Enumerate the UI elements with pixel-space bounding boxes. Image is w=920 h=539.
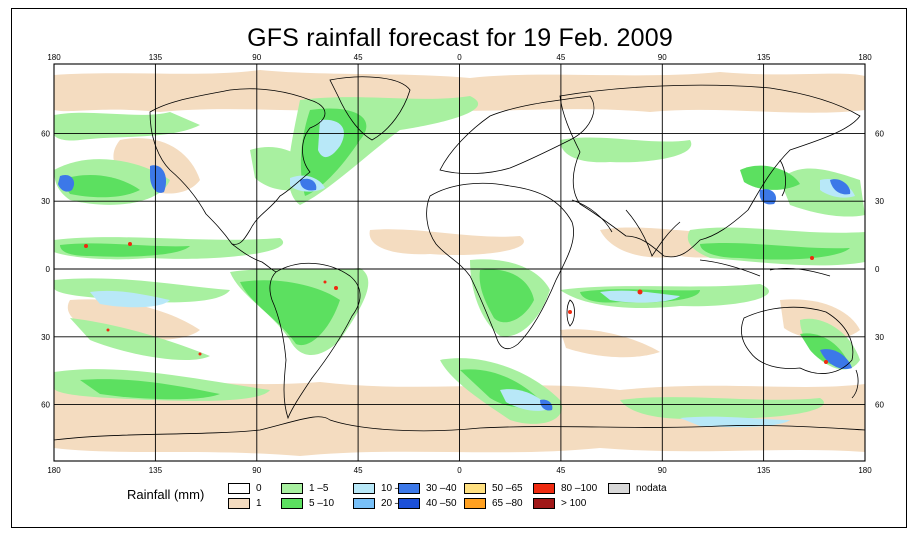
legend-label: 10 –20 bbox=[381, 483, 412, 494]
latitude-tick-label: 0 bbox=[46, 265, 51, 274]
legend-swatch bbox=[608, 483, 630, 494]
longitude-tick-label: 0 bbox=[457, 53, 462, 62]
legend-label: 0 bbox=[256, 483, 262, 494]
legend-swatch bbox=[353, 498, 375, 509]
legend-swatch bbox=[281, 483, 303, 494]
legend-item: 1 bbox=[228, 498, 262, 509]
legend-label: 50 –65 bbox=[492, 483, 523, 494]
legend-swatch bbox=[228, 483, 250, 494]
legend-item: 30 –40 bbox=[398, 483, 457, 494]
legend-label: 1 bbox=[256, 498, 262, 509]
legend-swatch bbox=[353, 483, 375, 494]
latitude-tick-label: 30 bbox=[875, 333, 884, 342]
legend-item: 65 –80 bbox=[464, 498, 523, 509]
latitude-tick-label: 60 bbox=[875, 401, 884, 410]
legend-title: Rainfall (mm) bbox=[127, 487, 205, 502]
longitude-tick-label: 0 bbox=[457, 466, 462, 475]
legend-item: 20 –30 bbox=[353, 498, 412, 509]
longitude-tick-label: 45 bbox=[354, 53, 363, 62]
legend-item: 80 –100 bbox=[533, 483, 597, 494]
longitude-tick-label: 180 bbox=[47, 53, 61, 62]
map-border bbox=[53, 63, 866, 462]
latitude-tick-label: 60 bbox=[41, 129, 50, 138]
latitude-tick-label: 60 bbox=[41, 401, 50, 410]
longitude-tick-label: 90 bbox=[252, 53, 261, 62]
longitude-tick-label: 180 bbox=[858, 466, 872, 475]
latitude-tick-label: 30 bbox=[41, 197, 50, 206]
longitude-tick-label: 90 bbox=[658, 53, 667, 62]
legend-swatch bbox=[398, 498, 420, 509]
legend-label: 40 –50 bbox=[426, 498, 457, 509]
latitude-labels-left: 60 30 0 30 60 bbox=[41, 129, 50, 409]
latitude-labels-right: 60 30 0 30 60 bbox=[875, 129, 884, 409]
longitude-tick-label: 135 bbox=[757, 466, 771, 475]
legend-label: 80 –100 bbox=[561, 483, 598, 494]
legend-label: 30 –40 bbox=[426, 483, 457, 494]
longitude-tick-label: 45 bbox=[354, 466, 363, 475]
longitude-tick-label: 45 bbox=[556, 53, 565, 62]
legend-swatch bbox=[533, 498, 555, 509]
legend-label: nodata bbox=[636, 483, 667, 494]
legend-swatch bbox=[228, 498, 250, 509]
latitude-tick-label: 30 bbox=[875, 197, 884, 206]
longitude-tick-label: 135 bbox=[149, 466, 163, 475]
longitude-tick-label: 135 bbox=[149, 53, 163, 62]
latitude-tick-label: 30 bbox=[41, 333, 50, 342]
longitude-tick-label: 90 bbox=[658, 466, 667, 475]
legend-item: nodata bbox=[608, 483, 667, 494]
legend-swatch bbox=[533, 483, 555, 494]
legend-label: 1 –5 bbox=[309, 483, 329, 494]
latitude-tick-label: 0 bbox=[875, 265, 880, 274]
legend-swatch bbox=[464, 483, 486, 494]
legend-item: 40 –50 bbox=[398, 498, 457, 509]
longitude-labels-bottom: 180 135 90 45 0 45 90 135 180 bbox=[47, 466, 872, 475]
legend-item: 1 –5 bbox=[281, 483, 328, 494]
legend-item: 50 –65 bbox=[464, 483, 523, 494]
legend-item: 0 bbox=[228, 483, 262, 494]
longitude-tick-label: 45 bbox=[556, 466, 565, 475]
longitude-labels-top: 180 135 90 45 0 45 90 135 180 bbox=[47, 53, 872, 62]
legend-label: 5 –10 bbox=[309, 498, 335, 509]
legend-item: 10 –20 bbox=[353, 483, 412, 494]
legend-label: 20 –30 bbox=[381, 498, 412, 509]
longitude-tick-label: 90 bbox=[252, 466, 261, 475]
longitude-tick-label: 180 bbox=[47, 466, 61, 475]
legend-item: > 100 bbox=[533, 498, 586, 509]
legend-swatch bbox=[464, 498, 486, 509]
legend-label: > 100 bbox=[561, 498, 587, 509]
longitude-tick-label: 180 bbox=[858, 53, 872, 62]
map-title: GFS rainfall forecast for 19 Feb. 2009 bbox=[247, 24, 673, 52]
legend-swatch bbox=[398, 483, 420, 494]
legend-item: 5 –10 bbox=[281, 498, 334, 509]
latitude-tick-label: 60 bbox=[875, 129, 884, 138]
legend-swatch bbox=[281, 498, 303, 509]
graticule bbox=[54, 64, 865, 461]
longitude-tick-label: 135 bbox=[757, 53, 771, 62]
legend-label: 65 –80 bbox=[492, 498, 523, 509]
